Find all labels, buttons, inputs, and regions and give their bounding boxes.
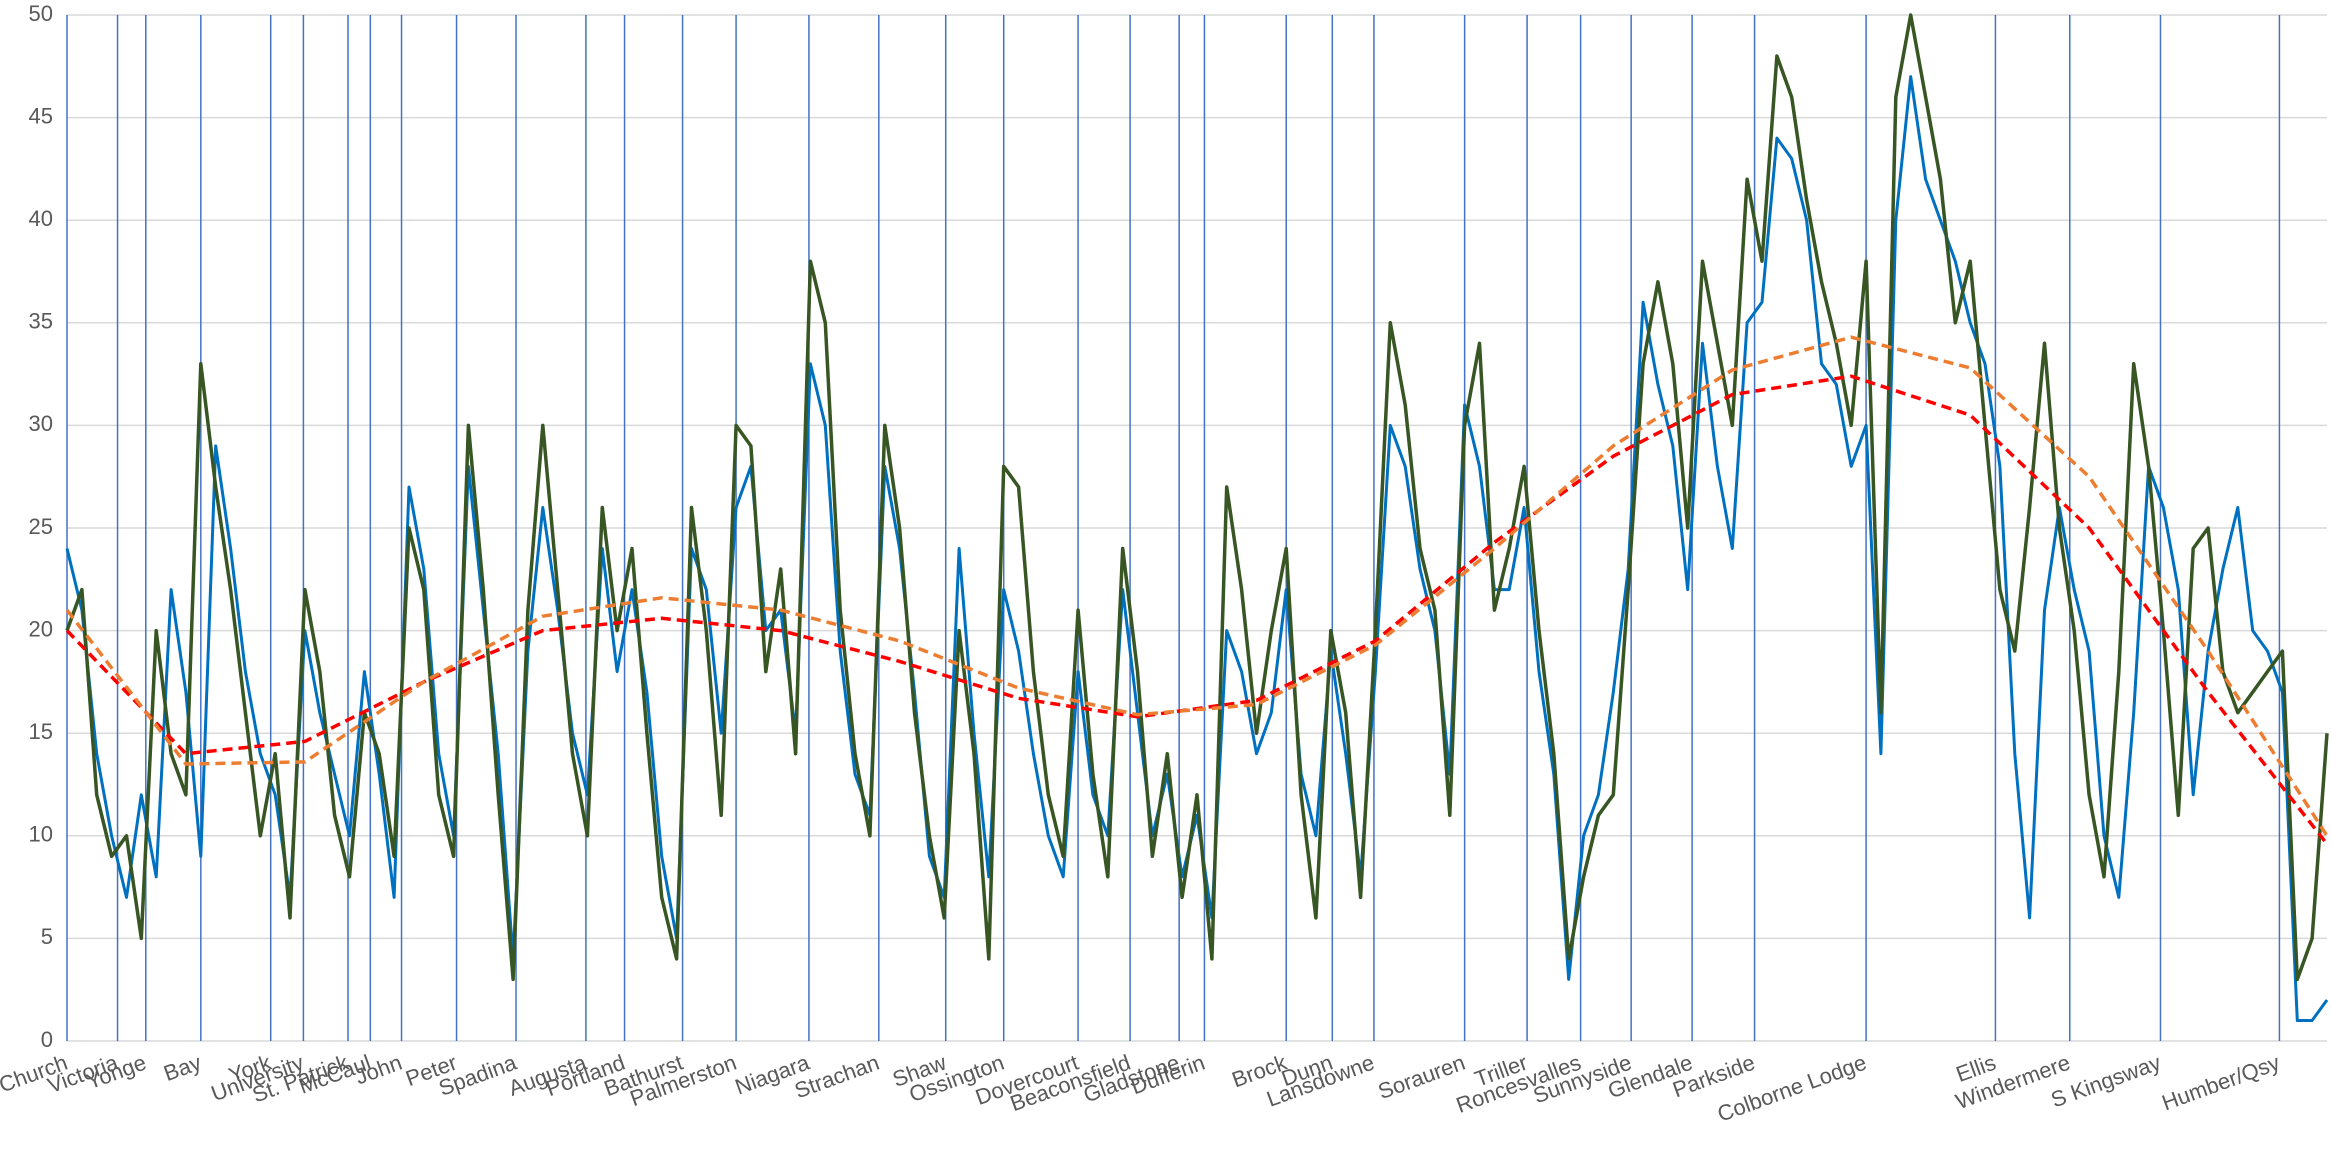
y-tick-label: 30: [29, 411, 53, 436]
series-line: [65, 335, 2329, 837]
x-tick-label: Bay: [160, 1050, 204, 1086]
series-line: [65, 75, 2329, 1022]
y-tick-label: 5: [41, 924, 53, 949]
y-tick-label: 35: [29, 309, 53, 334]
y-tick-label: 45: [29, 103, 53, 128]
y-tick-label: 25: [29, 514, 53, 539]
series-line: [65, 13, 2329, 982]
y-tick-label: 15: [29, 719, 53, 744]
y-tick-label: 40: [29, 206, 53, 231]
y-tick-label: 20: [29, 616, 53, 641]
x-tick-label: Humber/Qsy: [2159, 1050, 2284, 1116]
y-tick-label: 50: [29, 1, 53, 26]
y-tick-label: 0: [41, 1027, 53, 1052]
y-tick-label: 10: [29, 822, 53, 847]
